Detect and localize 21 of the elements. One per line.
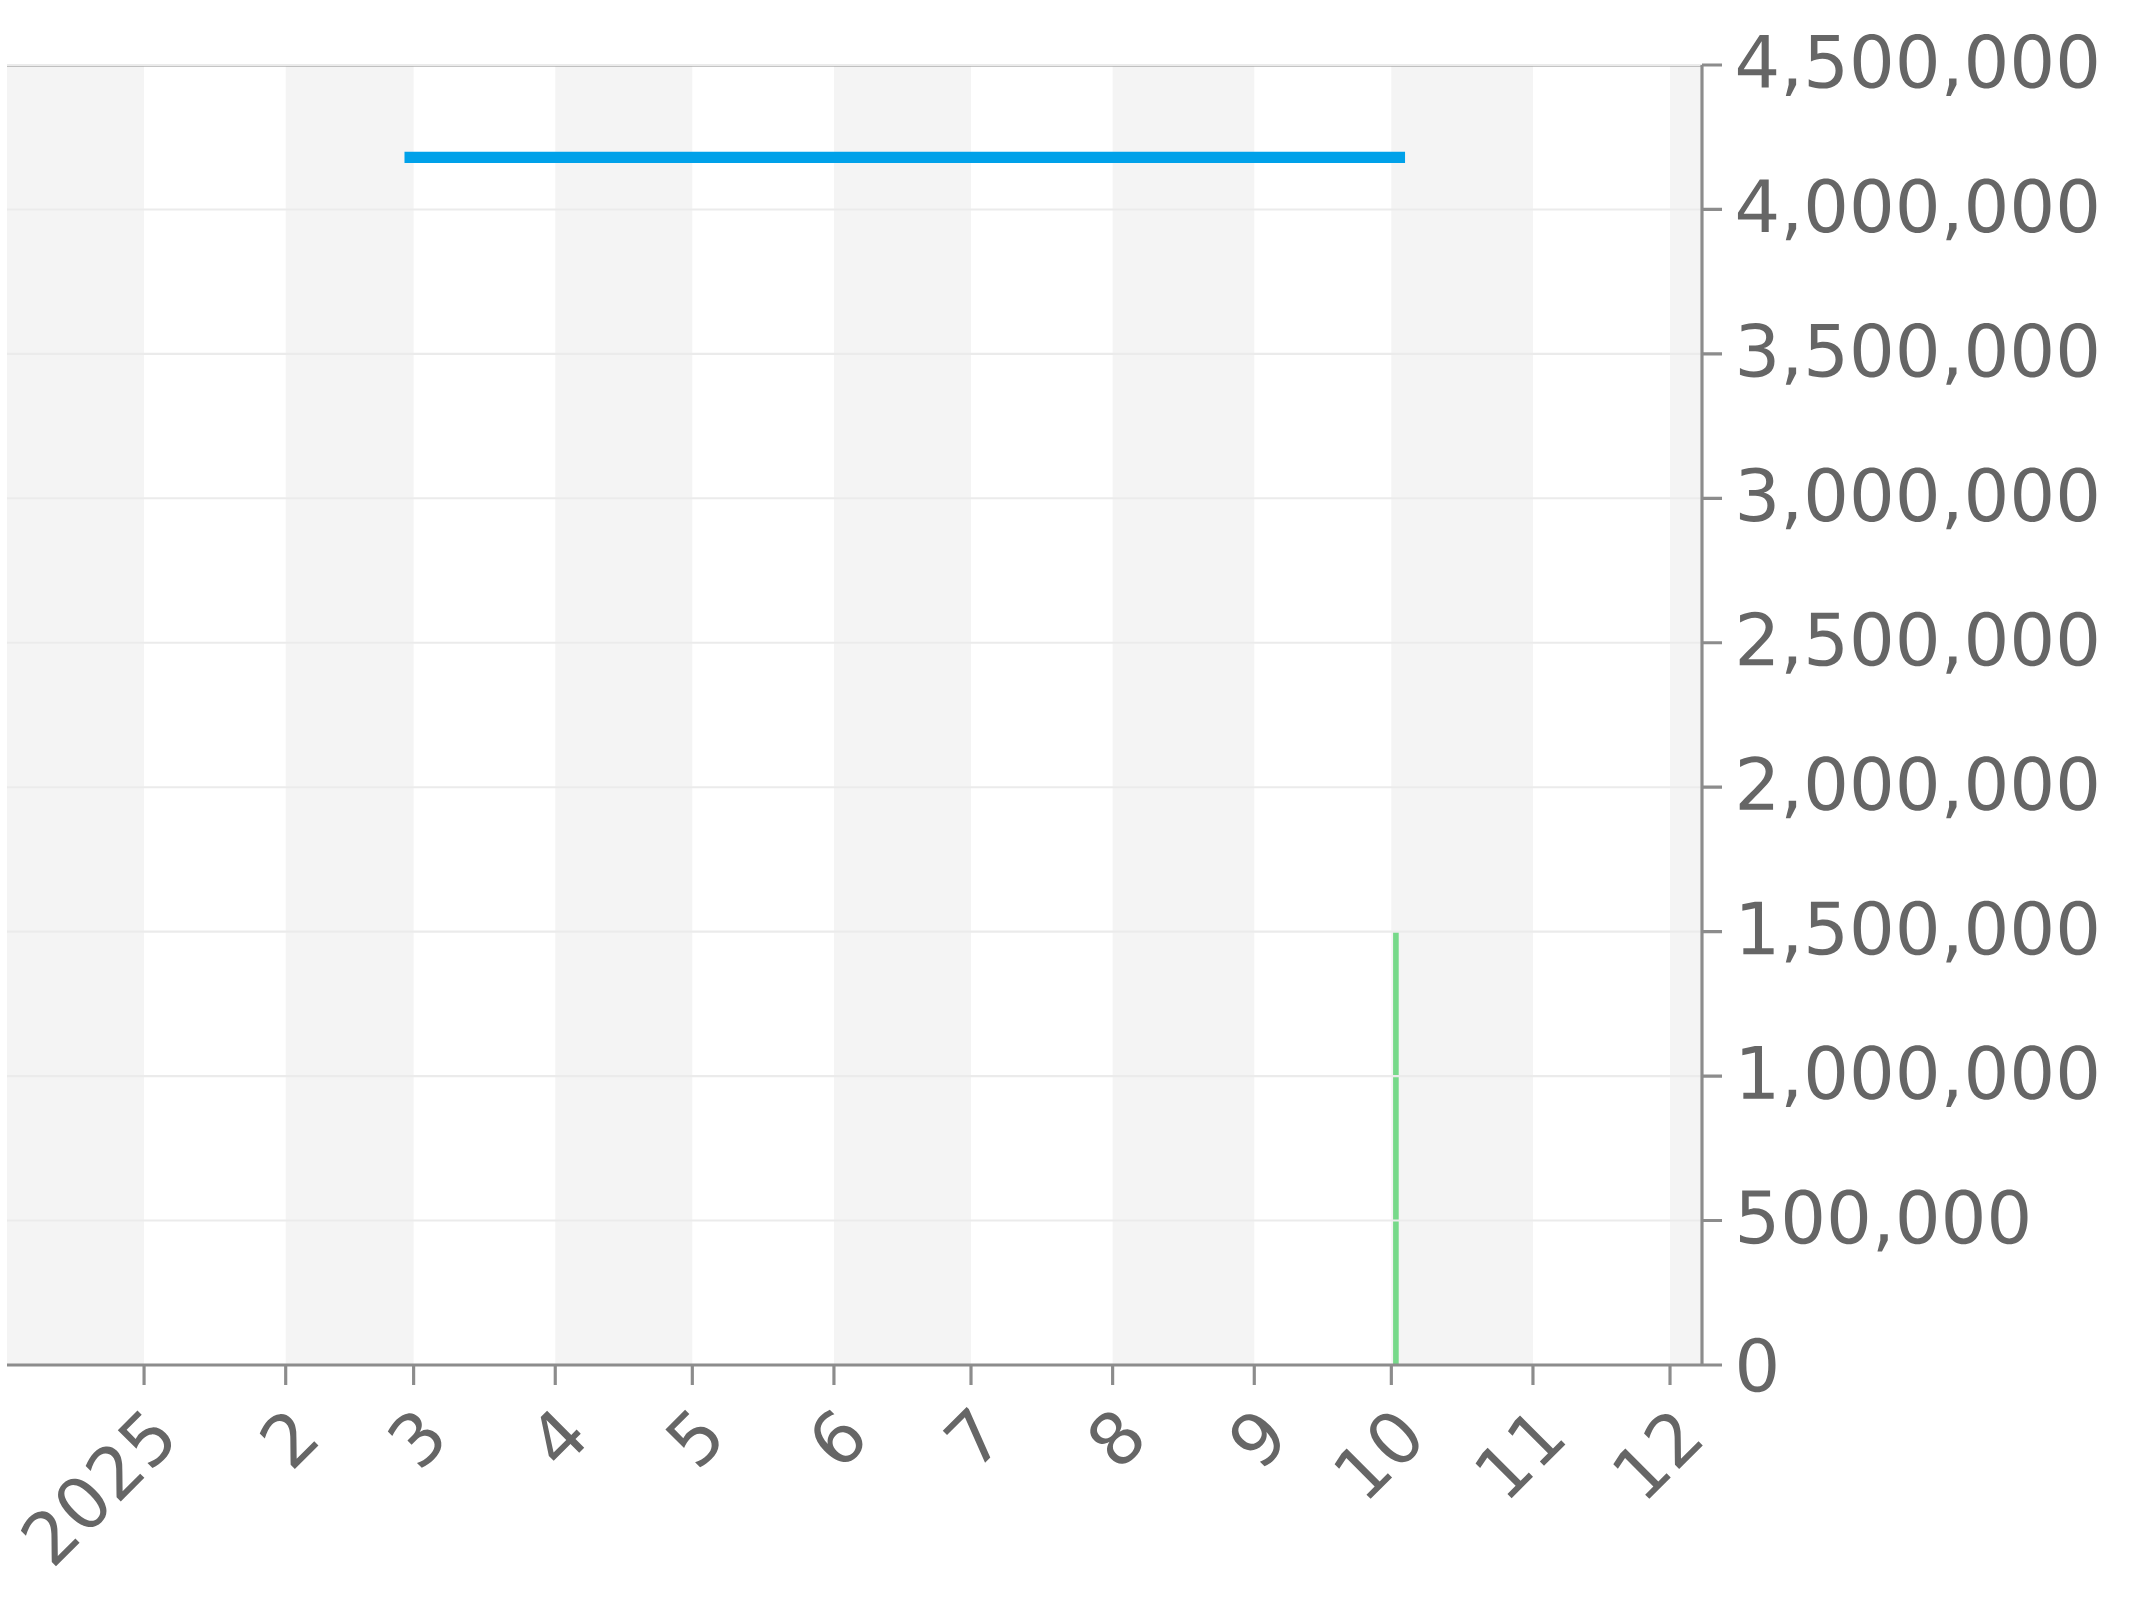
x-tick-label: 2 bbox=[259, 1414, 319, 1470]
x-tick-label: 6 bbox=[814, 1409, 863, 1462]
x-tick-label: 8 bbox=[1090, 1412, 1142, 1464]
x-tick-label: 10 bbox=[1334, 1413, 1419, 1499]
x-tick-label: 9 bbox=[1231, 1414, 1280, 1467]
y-tick-label: 1,500,000 bbox=[1742, 900, 2097, 963]
y-tick-label: 500,000 bbox=[1739, 1189, 2028, 1252]
x-tick-label: 7 bbox=[942, 1406, 991, 1463]
x-tick-label: 12 bbox=[1613, 1414, 1703, 1499]
y-tick-label: 3,000,000 bbox=[1739, 467, 2097, 530]
x-tick-label: 11 bbox=[1475, 1415, 1566, 1499]
y-tick-label: 4,500,000 bbox=[1737, 34, 2097, 96]
y-tick-label: 4,000,000 bbox=[1737, 178, 2097, 241]
y-tick-label: 2,500,000 bbox=[1739, 611, 2097, 674]
y-tick-label: 3,500,000 bbox=[1739, 322, 2097, 385]
x-tick-label: 3 bbox=[387, 1413, 442, 1468]
x-tick-label: 4 bbox=[540, 1410, 585, 1461]
x-tick-label: 5 bbox=[665, 1409, 719, 1468]
y-tick-label: 2,000,000 bbox=[1739, 756, 2097, 819]
y-tick-label: 0 bbox=[1739, 1337, 1776, 1393]
y-tick-label: 1,000,000 bbox=[1742, 1045, 2097, 1108]
